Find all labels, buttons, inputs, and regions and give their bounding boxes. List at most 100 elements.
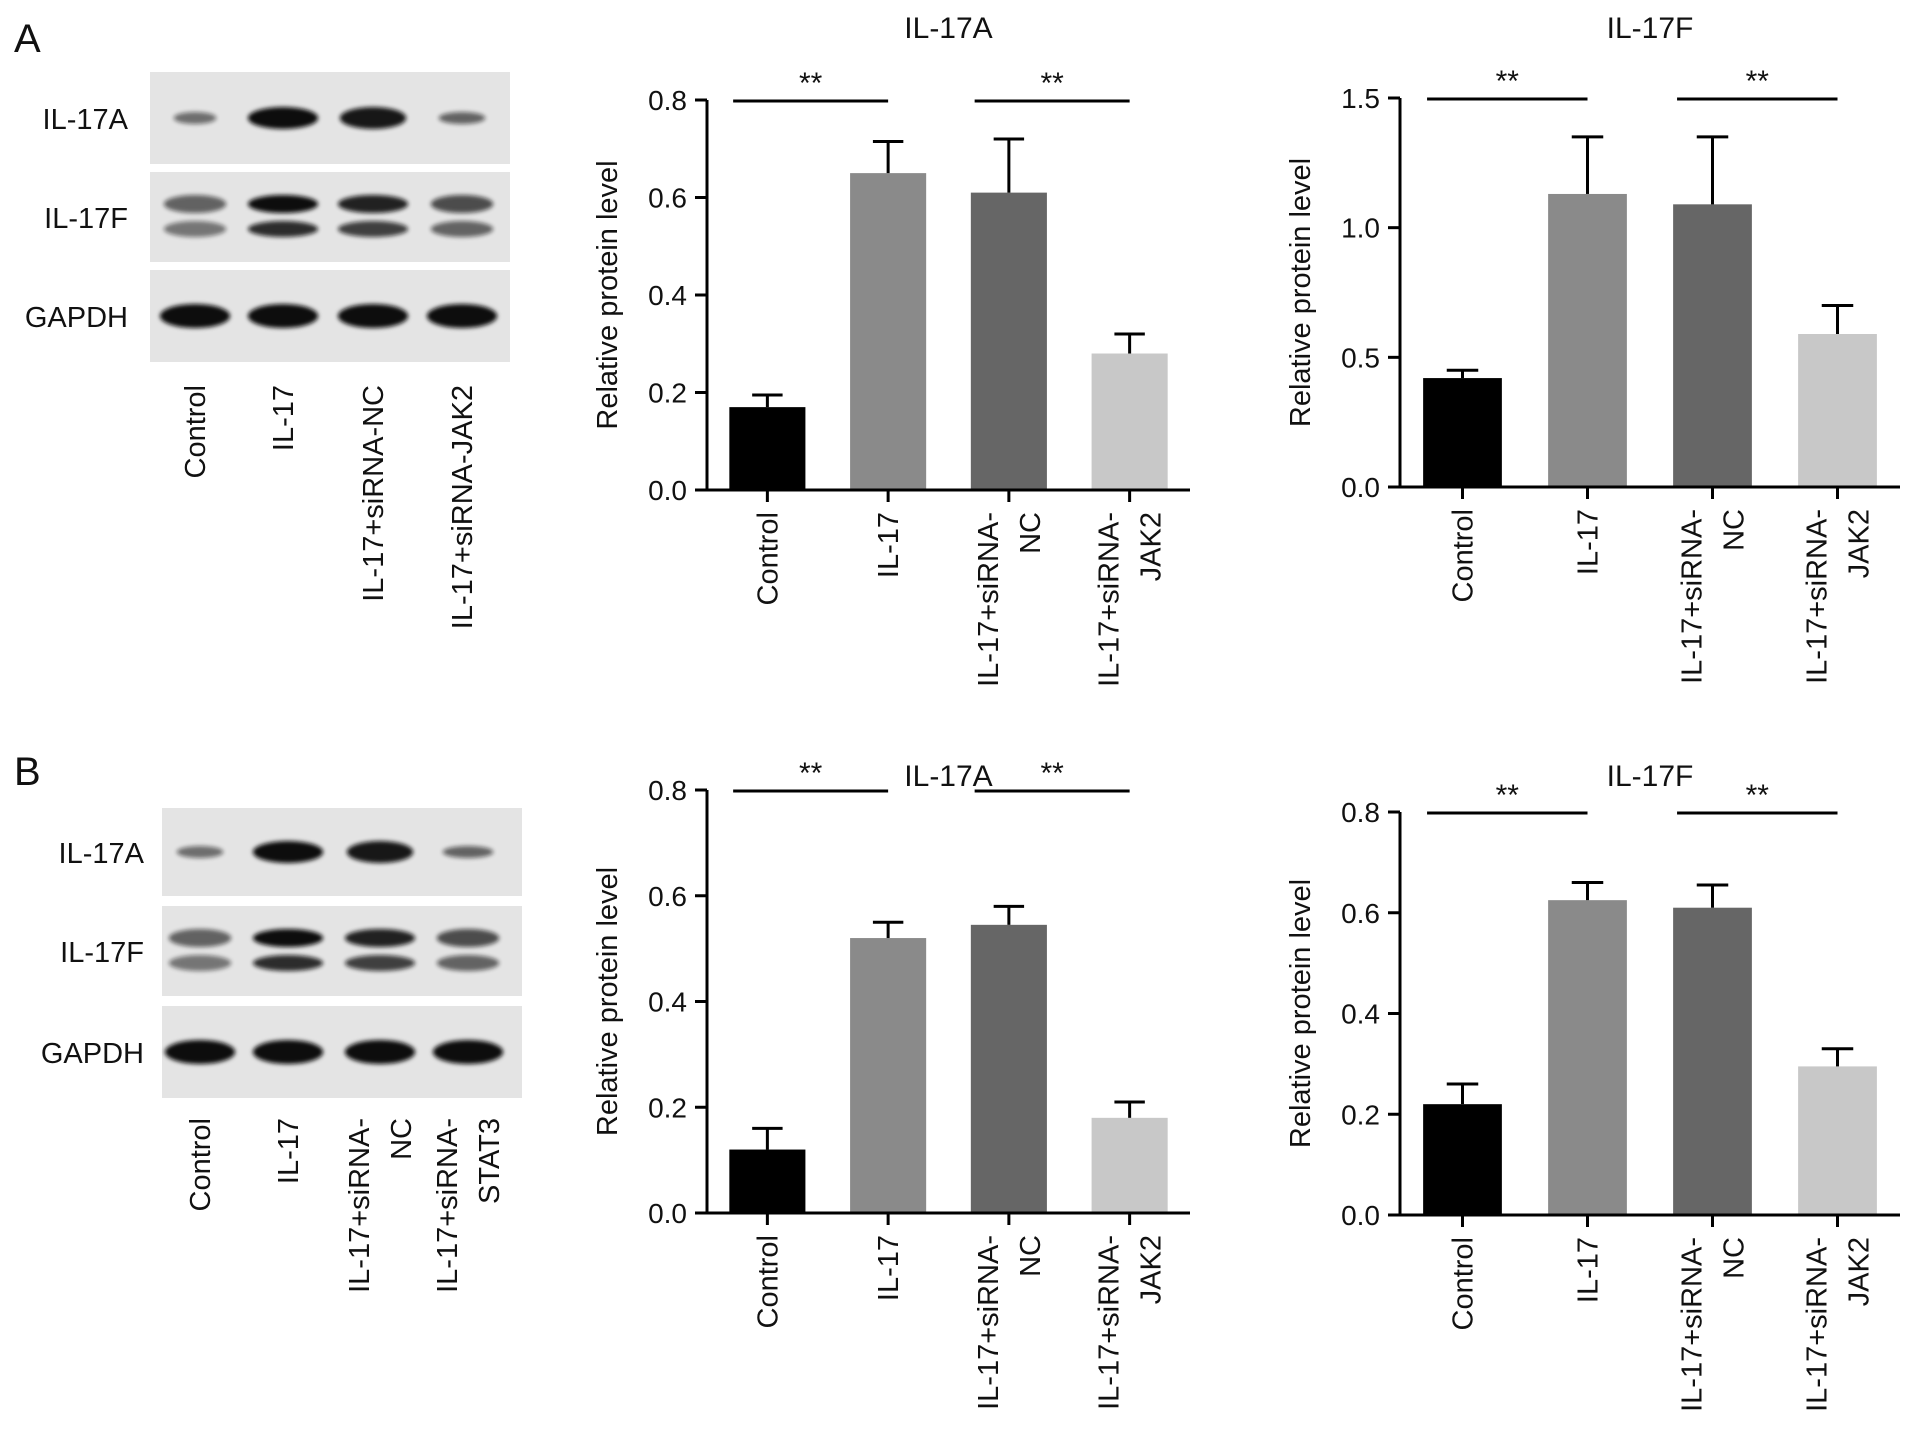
blot-band	[337, 304, 409, 328]
bar-4	[1798, 333, 1877, 487]
y-tick-label: 0.6	[648, 881, 687, 912]
bar-chart-1: IL-17A Relative protein level 0.0 0.2 0.4 0.6…	[592, 12, 1190, 687]
blot-band	[436, 955, 500, 971]
blot-lane-label: Control	[185, 1118, 217, 1212]
blot-band	[168, 955, 232, 971]
bar-1	[1423, 1104, 1502, 1215]
blot-band	[247, 304, 319, 328]
blot-lane-label: IL-17	[268, 385, 300, 451]
x-tick-label: IL-17	[1573, 1237, 1605, 1303]
blot-band	[344, 1040, 416, 1064]
y-axis-label: Relative protein level	[1285, 879, 1317, 1148]
y-tick-label: 0.4	[1341, 999, 1380, 1030]
blot-band	[438, 112, 486, 124]
blot-band	[339, 107, 407, 129]
blot-band	[337, 221, 409, 237]
blot-band	[337, 195, 409, 213]
bar-1	[729, 1149, 806, 1213]
y-tick-label: 0.0	[648, 475, 687, 506]
blot-band	[168, 929, 232, 947]
blot-band	[432, 1040, 504, 1064]
bar-3	[1673, 907, 1752, 1215]
x-tick-label: IL-17	[1573, 509, 1605, 575]
x-tick-label: IL-17+siRNA- NC	[1677, 1237, 1751, 1412]
blot-band	[176, 846, 224, 858]
x-tick-label: IL-17+siRNA- NC	[973, 512, 1047, 687]
y-tick-label: 0.8	[1341, 797, 1380, 828]
y-axis-label: Relative protein level	[592, 160, 624, 429]
blot-strip-il-17f	[162, 906, 522, 996]
panel-letter-a: A	[14, 17, 41, 61]
bar-4	[1091, 1117, 1168, 1213]
blot-band	[430, 195, 494, 213]
y-tick-label: 0.8	[648, 775, 687, 806]
y-axis-label: Relative protein level	[592, 867, 624, 1136]
bar-chart-2: IL-17F Relative protein level 0.0 0.5 1.0 1.5…	[1285, 12, 1900, 684]
blot-band	[252, 841, 324, 863]
chart-title: IL-17F	[1607, 760, 1694, 793]
bar-chart-4: IL-17F Relative protein level 0.0 0.2 0.4 0.6…	[1285, 760, 1900, 1412]
significance-marker: **	[799, 757, 823, 790]
blot-band	[344, 929, 416, 947]
chart-title: IL-17F	[1607, 12, 1694, 45]
bar-2	[1548, 900, 1627, 1215]
blot-lane-label: IL-17	[273, 1118, 305, 1184]
blot-lane-label: IL-17+siRNA-JAK2	[447, 385, 479, 629]
x-tick-label: Control	[752, 512, 784, 606]
bar-2	[850, 173, 927, 490]
x-tick-label: Control	[752, 1235, 784, 1329]
western-blot-b: IL-17A IL-17F GAPDH Control IL-17 IL-17+siRNA…	[41, 808, 522, 1293]
blot-lane-label: IL-17+siRNA-NC	[358, 385, 390, 602]
y-tick-label: 0.0	[1341, 1200, 1380, 1231]
blot-lane-label: Control	[180, 385, 212, 479]
x-tick-label: IL-17+siRNA- JAK2	[1094, 512, 1168, 687]
blot-row-label: IL-17A	[43, 104, 129, 136]
blot-band	[163, 221, 227, 237]
x-tick-label: IL-17+siRNA- JAK2	[1094, 1235, 1168, 1410]
x-tick-label: IL-17	[873, 1235, 905, 1301]
y-tick-label: 0.5	[1341, 342, 1380, 373]
x-tick-label: IL-17+siRNA- NC	[1677, 509, 1751, 684]
y-axis-label: Relative protein level	[1285, 158, 1317, 427]
bar-3	[970, 192, 1047, 490]
significance-marker: **	[1496, 779, 1520, 812]
chart-title: IL-17A	[904, 12, 992, 45]
bar-chart-3: IL-17A Relative protein level 0.0 0.2 0.4 0.6…	[592, 757, 1190, 1410]
y-tick-label: 0.4	[648, 280, 687, 311]
blot-band	[247, 195, 319, 213]
chart-title: IL-17A	[904, 760, 992, 793]
significance-marker: **	[1040, 67, 1064, 100]
significance-marker: **	[1746, 65, 1770, 98]
y-tick-label: 0.4	[648, 987, 687, 1018]
blot-row-label: IL-17F	[44, 203, 128, 235]
blot-row-label: IL-17F	[60, 937, 144, 969]
blot-band	[173, 112, 217, 124]
y-tick-label: 1.0	[1341, 213, 1380, 244]
bar-1	[1423, 378, 1502, 487]
y-tick-label: 0.2	[648, 378, 687, 409]
y-tick-label: 0.0	[1341, 472, 1380, 503]
blot-band	[252, 929, 324, 947]
x-tick-label: IL-17	[873, 512, 905, 578]
bar-4	[1091, 353, 1168, 490]
y-tick-label: 0.2	[1341, 1099, 1380, 1130]
blot-band	[163, 195, 227, 213]
blot-band	[247, 221, 319, 237]
blot-band	[164, 1040, 236, 1064]
x-tick-label: IL-17+siRNA- JAK2	[1802, 1237, 1876, 1412]
y-tick-label: 0.8	[648, 85, 687, 116]
western-blot-a: IL-17A IL-17F GAPDH Control IL-17 IL-17+siRNA…	[25, 72, 510, 629]
blot-band	[344, 955, 416, 971]
x-tick-label: IL-17+siRNA- JAK2	[1802, 509, 1876, 684]
blot-lane-label: IL-17+siRNA-NC	[344, 1118, 418, 1293]
blot-band	[426, 304, 498, 328]
significance-marker: **	[1496, 65, 1520, 98]
y-tick-label: 0.6	[648, 183, 687, 214]
bar-2	[1548, 193, 1627, 487]
bar-1	[729, 407, 806, 490]
blot-band	[159, 304, 231, 328]
x-tick-label: Control	[1448, 509, 1480, 603]
bar-3	[970, 924, 1047, 1213]
bar-2	[850, 938, 927, 1213]
